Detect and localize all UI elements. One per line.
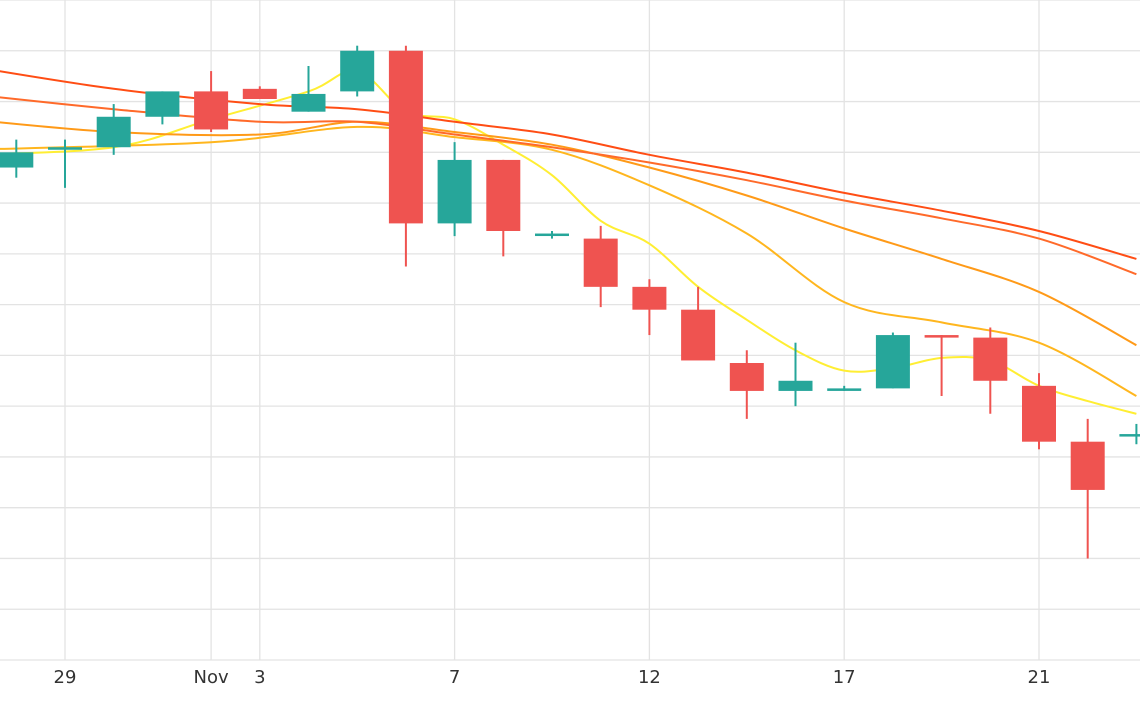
candle-down — [486, 159, 521, 257]
candle-body — [1070, 441, 1105, 490]
x-tick-label: 7 — [449, 667, 460, 688]
candle-down — [632, 279, 667, 336]
candle-body — [242, 88, 277, 99]
candle-body — [535, 233, 569, 237]
candle-up — [1119, 423, 1140, 445]
candle-up — [827, 385, 862, 391]
moving-average-line — [0, 69, 1137, 415]
candle-up — [340, 45, 375, 97]
candle-up — [0, 139, 34, 178]
candle-body — [145, 91, 180, 117]
candle-body — [96, 116, 131, 148]
x-tick-label: 12 — [638, 667, 661, 688]
x-tick-label: 17 — [833, 667, 856, 688]
moving-average-line — [0, 96, 1137, 276]
candle-up — [778, 342, 813, 407]
candle-body — [681, 309, 716, 361]
candle-body — [875, 335, 910, 389]
candle-down — [973, 327, 1008, 414]
x-tick-label: 3 — [254, 667, 265, 688]
candle-down — [729, 350, 764, 419]
candle-up — [145, 91, 180, 125]
candle-body — [0, 152, 34, 168]
candle-up — [291, 66, 326, 112]
candle-down — [388, 45, 423, 267]
candle-body — [924, 335, 959, 338]
candle-down — [681, 286, 716, 361]
candle-body — [1119, 434, 1140, 437]
candle-body — [48, 147, 82, 150]
candle-up — [48, 139, 82, 188]
x-axis-ticks: 29 Nov 3 7 12 17 21 — [54, 667, 1051, 688]
candle-up — [96, 104, 131, 155]
candle-down — [1070, 418, 1105, 559]
candle-body — [973, 337, 1008, 381]
candle-down — [194, 71, 229, 132]
x-tick-label: Nov — [194, 667, 229, 688]
candle-body — [194, 91, 229, 130]
candle-body — [437, 159, 472, 224]
candle-body — [486, 159, 521, 231]
moving-average-line — [0, 120, 1137, 347]
candle-down — [1022, 373, 1056, 450]
candle-down — [242, 86, 277, 99]
candle-body — [340, 50, 375, 92]
candle-body — [827, 388, 862, 391]
candle-body — [291, 93, 326, 112]
candle-body — [1022, 385, 1056, 442]
candle-body — [388, 50, 423, 224]
candle-body — [583, 238, 618, 287]
candle-up — [437, 142, 472, 237]
candle-body — [729, 363, 764, 391]
x-tick-label: 21 — [1028, 667, 1051, 688]
candle-down — [583, 225, 618, 308]
candle-body — [778, 380, 813, 391]
moving-average-line — [0, 125, 1137, 397]
candles — [0, 45, 1140, 559]
candle-up — [535, 231, 569, 239]
x-tick-label: 29 — [54, 667, 77, 688]
candle-up — [875, 332, 910, 389]
candle-down — [924, 335, 959, 396]
moving-average-lines — [0, 69, 1137, 415]
candle-body — [632, 286, 667, 310]
